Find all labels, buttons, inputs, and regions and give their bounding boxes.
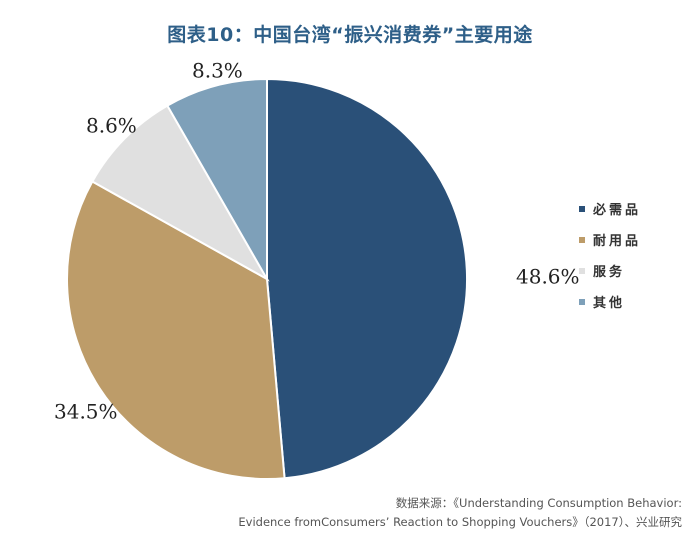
legend-item-3: 服务 (579, 262, 689, 280)
chart-legend: 必需品耐用品服务其他 (579, 200, 689, 324)
legend-swatch (579, 267, 585, 274)
pie-slice-4 (165, 77, 268, 283)
legend-item-2: 耐用品 (579, 231, 689, 249)
legend-swatch (579, 205, 585, 212)
pie-slice-1 (266, 77, 469, 480)
legend-label: 耐用品 (593, 234, 642, 249)
legend-label: 必需品 (593, 203, 642, 218)
legend-item-4: 其他 (579, 293, 689, 311)
pie-slices (66, 77, 469, 480)
legend-item-1: 必需品 (579, 200, 689, 218)
source-note: 数据来源：《Understanding Consumption Behavior… (238, 494, 682, 532)
legend-swatch (579, 298, 585, 305)
data-label-1: 48.6% (516, 265, 580, 289)
legend-swatch (579, 236, 585, 243)
data-labels: 48.6% 34.5% 8.6% 8.3% (54, 59, 580, 424)
pie-slice-2 (66, 180, 286, 480)
legend-label: 服务 (593, 265, 626, 280)
data-label-4: 8.3% (192, 59, 243, 83)
data-label-3: 8.6% (86, 114, 137, 138)
pie-slice-3 (90, 104, 270, 282)
source-line-1: 数据来源：《Understanding Consumption Behavior… (395, 496, 682, 510)
data-label-2: 34.5% (54, 400, 118, 424)
source-line-2: Evidence fromConsumers’ Reaction to Shop… (238, 515, 682, 529)
chart-title: 图表10：中国台湾“振兴消费券”主要用途 (167, 24, 533, 46)
legend-label: 其他 (593, 296, 626, 311)
